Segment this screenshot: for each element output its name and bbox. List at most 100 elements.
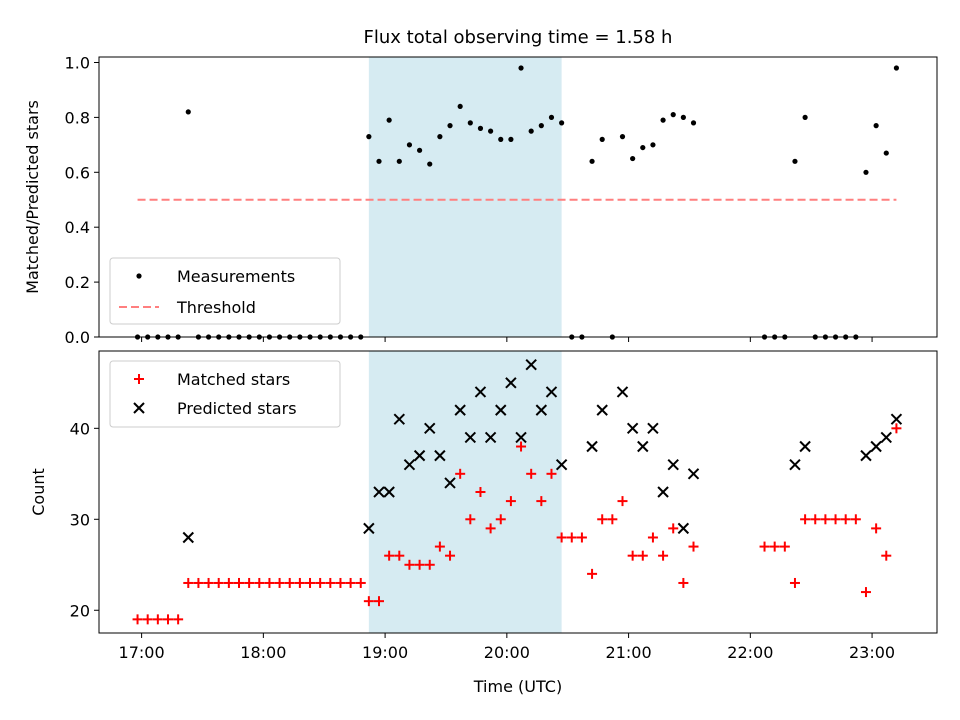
predicted-star-point [880,431,892,444]
predicted-star-point [444,477,456,489]
measurement-point [619,134,626,140]
observing-window-shade [368,57,562,337]
predicted-star-point [586,440,598,453]
predicted-star-point [403,459,416,471]
predicted-star-point [363,522,375,535]
matched-star-point [244,577,255,588]
matched-star-point [688,541,699,552]
predicted-star-point [789,459,801,471]
matched-star-point [505,496,516,507]
measurement-point [589,158,595,164]
matched-star-point [850,514,861,525]
predicted-star-point [373,486,385,498]
matched-star-point [315,577,326,588]
predicted-star-point [616,386,629,398]
count-y-axis-label: Count [29,468,48,516]
measurement-point [792,158,798,164]
matched-star-point [203,577,214,588]
matched-star-point [294,577,305,588]
y-tick-label: 40 [70,419,90,438]
matched-star-point [566,532,577,543]
measurement-point [670,112,676,118]
predicted-star-point [474,386,487,398]
matched-star-point [800,514,811,525]
measurement-point [416,147,423,153]
matched-star-point [414,559,425,570]
matched-star-point [374,596,385,607]
matched-star-point [363,596,374,607]
predicted-star-point [383,486,395,498]
matched-star-point [142,614,153,625]
measurement-point [802,114,808,120]
ratio-y-axis-label: Matched/Predicted stars [23,100,42,294]
matched-star-point [607,514,618,525]
measurement-point [640,144,646,151]
legend-label-measurements: Measurements [177,267,295,286]
matched-star-point [264,577,275,588]
y-tick-label: 30 [70,510,90,529]
measurement-point [376,158,382,164]
count-x-ticks: 17:00 18:00 19:00 20:00 21:00 22:00 23:00 [119,633,895,662]
legend-marker-matched [134,374,144,384]
y-tick-label: 0.2 [65,273,90,292]
ratio-axes-frame [98,56,938,338]
matched-star-point [516,441,527,452]
legend-label-predicted: Predicted stars [177,399,297,418]
count-axes-frame [98,350,938,634]
matched-star-point [485,523,496,534]
matched-star-point [536,496,547,507]
matched-star-point [789,577,800,588]
matched-star-point [668,523,679,534]
predicted-star-point [596,404,608,416]
predicted-star-point [870,440,882,453]
matched-star-point [830,514,841,525]
matched-star-point [495,514,506,525]
matched-star-point [345,577,356,588]
matched-star-point [424,559,435,570]
ratio-y-ticks: 0.0 0.2 0.4 0.6 0.8 1.0 [65,53,99,347]
y-tick-label: 0.8 [65,108,90,127]
matched-star-point [759,541,770,552]
predicted-star-point [484,431,497,444]
matched-star-point [173,614,184,625]
matched-star-point [779,541,790,552]
predicted-star-point [860,449,872,462]
x-tick-label: 17:00 [119,643,165,662]
legend-marker-measurements [136,273,142,279]
measurement-point [863,169,869,175]
predicted-star-point [545,386,558,398]
matched-star-point [617,496,628,507]
matched-star-point [576,532,587,543]
predicted-star-point [535,404,548,416]
predicted-star-point [413,449,426,462]
matched-star-point [152,614,163,625]
matched-star-point [404,559,415,570]
matched-star-point [658,550,669,561]
matched-star-point [325,577,336,588]
measurement-point [559,120,565,126]
y-tick-label: 0.4 [65,218,90,237]
x-axis-label: Time (UTC) [473,677,562,696]
matched-star-point [475,487,486,497]
matched-star-point [769,541,780,552]
chart-title: Flux total observing time = 1.58 h [364,27,673,48]
measurement-point [508,136,514,142]
predicted-star-point [637,440,649,453]
measurement-point [680,114,686,120]
matched-star-point [465,514,476,525]
predicted-star-point [182,531,194,544]
matched-star-point [445,550,456,561]
measurement-point [690,120,697,126]
predicted-star-point [647,422,659,435]
y-tick-label: 0.0 [65,328,90,347]
matched-star-point [860,587,871,598]
predicted-star-point [687,468,700,480]
matched-star-point [213,577,224,588]
matched-star-point [223,577,234,588]
measurement-point [386,117,392,123]
count-legend-box [109,360,341,428]
matched-star-point [627,550,638,561]
y-tick-label: 1.0 [65,53,90,72]
measurement-point [447,123,453,129]
